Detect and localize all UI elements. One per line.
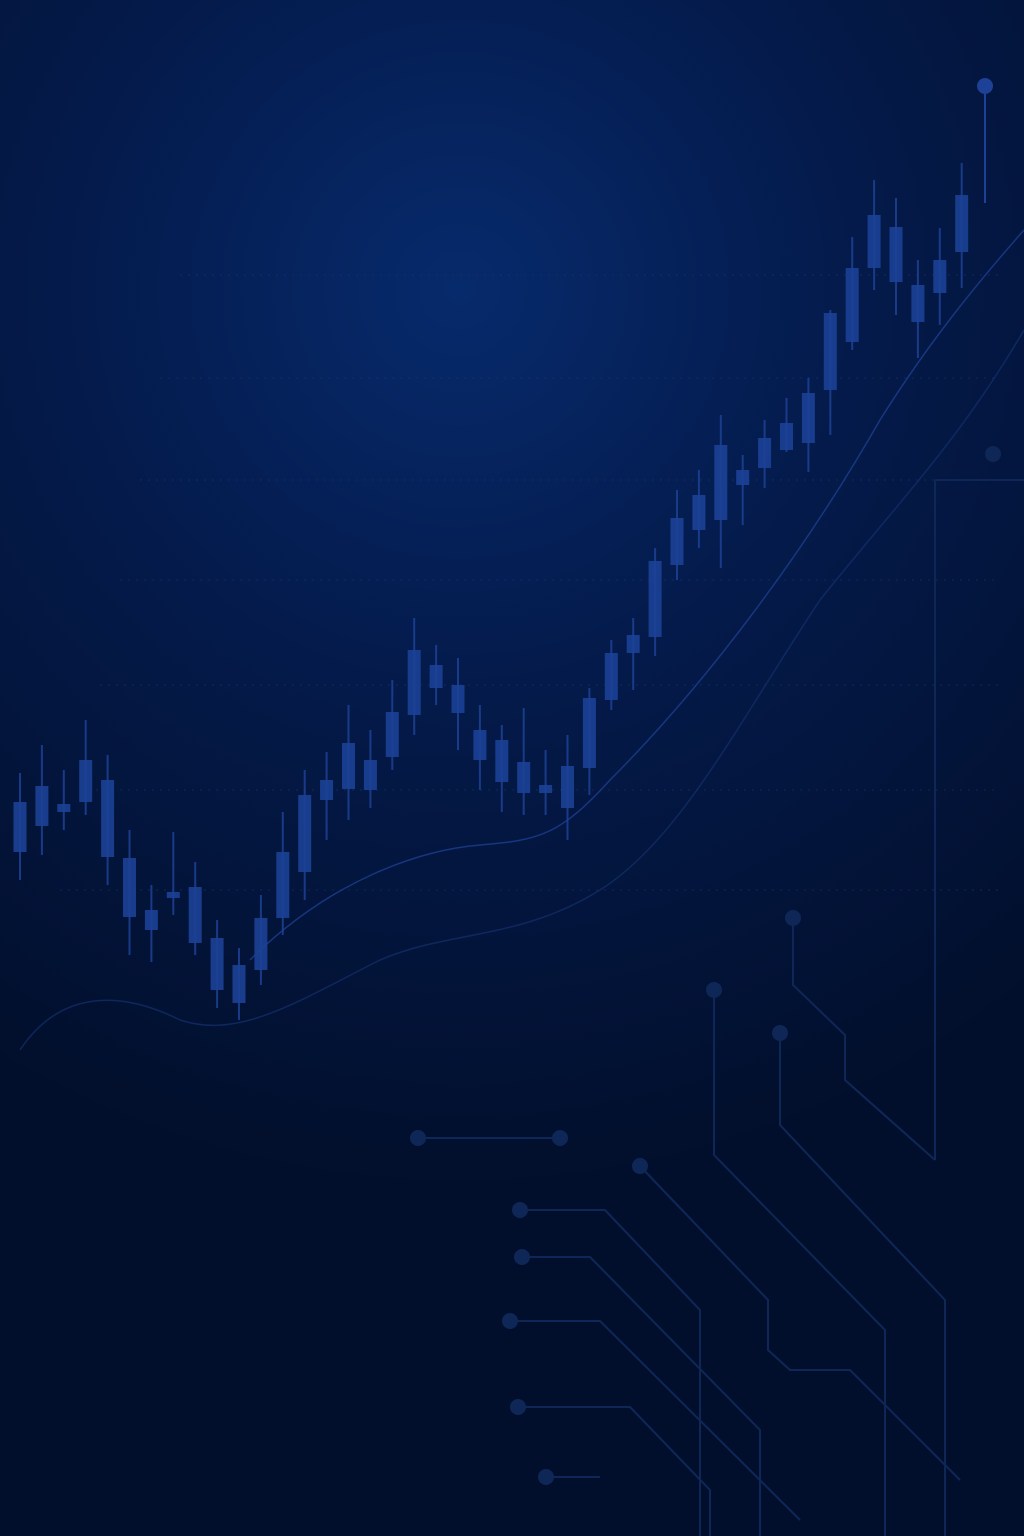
candle-body <box>429 665 443 688</box>
candle-body <box>101 780 115 857</box>
candle-body <box>670 518 684 565</box>
candle-body <box>385 712 399 757</box>
candle-body <box>473 730 487 760</box>
candle-body <box>823 313 837 390</box>
candle-body <box>648 561 662 637</box>
candle-body <box>582 698 596 768</box>
candle-body <box>407 650 421 715</box>
candle-body <box>320 780 334 800</box>
candle-body <box>561 766 574 808</box>
candle-body <box>166 892 180 898</box>
candle-body <box>714 445 728 520</box>
candle-body <box>845 268 859 342</box>
candle-body <box>604 653 618 700</box>
candle-body <box>342 743 355 789</box>
candle-body <box>57 804 71 812</box>
candle-body <box>363 760 377 790</box>
circuit-nodes <box>410 446 1001 1485</box>
candle-body <box>801 393 815 443</box>
candle-body <box>955 195 969 252</box>
dotted-guides <box>60 274 1000 891</box>
candle-body <box>451 685 465 713</box>
candle-body <box>123 858 136 917</box>
candle-body <box>517 762 531 793</box>
candle-body <box>79 760 93 802</box>
candle-body <box>736 470 750 485</box>
circuit-traces <box>418 479 1024 1536</box>
candle-body <box>495 740 509 782</box>
candle-body <box>298 795 312 872</box>
candle-body <box>144 910 158 930</box>
candle-body <box>889 227 903 282</box>
candle-body <box>276 852 290 918</box>
candle-body <box>758 438 772 468</box>
spike <box>977 78 993 203</box>
candle-body <box>35 786 49 826</box>
candlestick-chart <box>13 163 969 1020</box>
candle-body <box>692 495 706 530</box>
candle-body <box>780 423 793 450</box>
trend-curves <box>19 229 1024 1051</box>
candle-body <box>254 918 268 970</box>
candle-body <box>626 635 640 653</box>
candle-body <box>933 260 947 293</box>
candle-body <box>210 938 224 990</box>
candle-body <box>13 802 27 852</box>
candle-body <box>188 887 202 943</box>
candle-body <box>539 785 553 793</box>
candle-body <box>232 965 246 1003</box>
candle-body <box>867 215 881 268</box>
candle-body <box>911 285 925 322</box>
